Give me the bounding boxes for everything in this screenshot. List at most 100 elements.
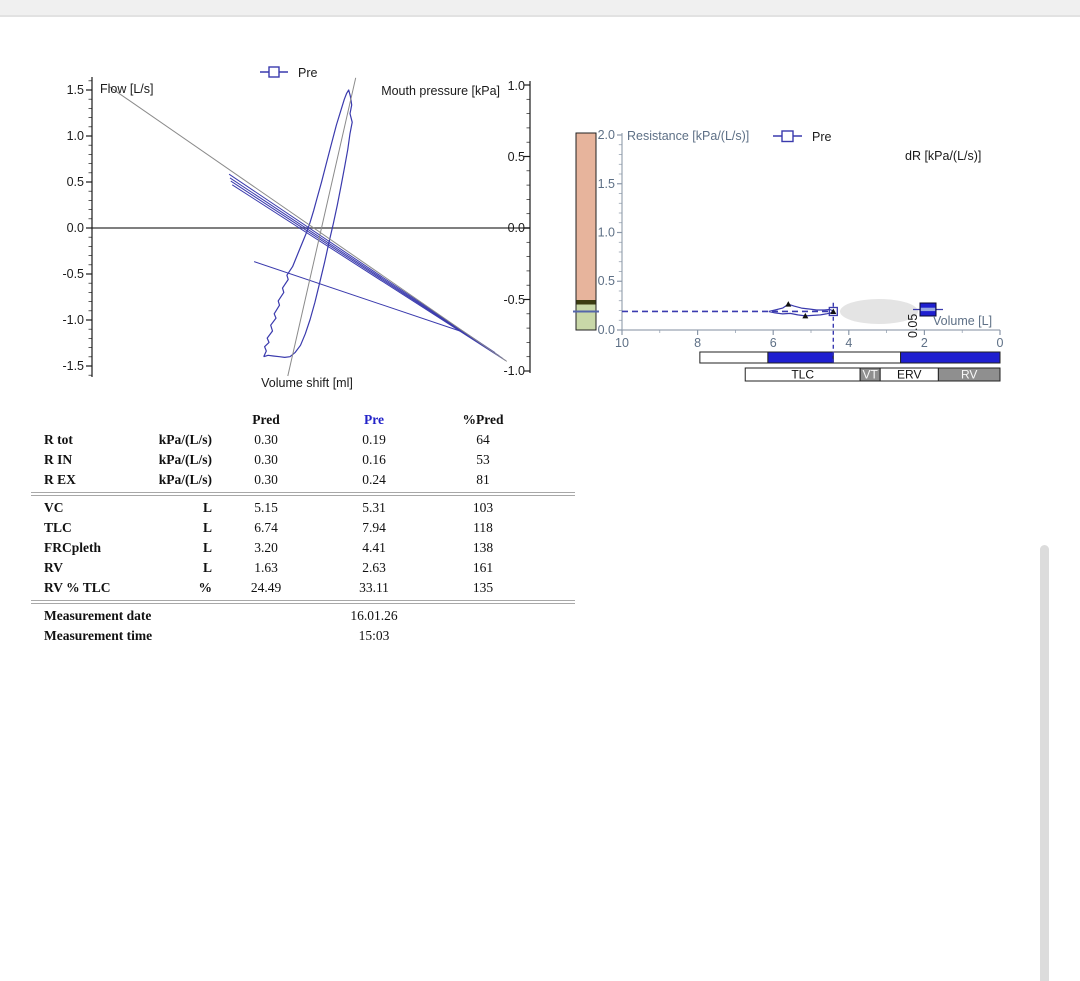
mouth-pressure-axis-title: Mouth pressure [kPa] xyxy=(381,84,500,98)
param-unit: kPa/(L/s) xyxy=(158,472,212,487)
value-pre: 0.16 xyxy=(362,452,386,467)
vertical-scrollbar-thumb[interactable] xyxy=(1040,545,1049,981)
table-section-separator xyxy=(31,600,575,604)
volume-axis-title: Volume [L] xyxy=(933,314,992,328)
predicted-volume-bar: TLC VT ERV RV xyxy=(744,367,1001,382)
y-axis-tick: 0.0 xyxy=(598,323,615,337)
chart1-series xyxy=(109,77,508,377)
header-pred: Pred xyxy=(252,412,280,427)
value-pre: 2.63 xyxy=(362,560,386,575)
table-row-tlc: TLC L 6.74 7.94 118 xyxy=(31,518,575,538)
value-pct: 103 xyxy=(472,500,494,515)
left-axis-tick: 0.5 xyxy=(67,175,84,189)
table-row-r-in: R IN kPa/(L/s) 0.30 0.16 53 xyxy=(31,450,575,470)
left-axis-tick: -1.0 xyxy=(62,313,84,327)
left-axis-tick: -1.5 xyxy=(62,359,84,373)
param-label: FRCpleth xyxy=(44,540,101,555)
param-unit: % xyxy=(198,580,213,595)
right-axis-tick: 1.0 xyxy=(508,79,525,93)
value-pred: 1.63 xyxy=(254,560,278,575)
value-pct: 161 xyxy=(472,560,494,575)
meta-value: 15:03 xyxy=(358,628,390,643)
value-pre: 5.31 xyxy=(362,500,386,515)
right-axis-tick: 0.5 xyxy=(508,150,525,164)
value-pre: 4.41 xyxy=(362,540,386,555)
dr-value-label: 0.05 xyxy=(906,314,920,338)
table-row-measurement-time: Measurement time 15:03 xyxy=(31,626,575,646)
param-label: R IN xyxy=(44,452,73,467)
y-axis-tick: 0.5 xyxy=(598,274,615,288)
range-bar-border xyxy=(575,132,597,331)
meta-label: Measurement date xyxy=(44,608,152,623)
param-label: R EX xyxy=(44,472,76,487)
right-axis-tick: -1.0 xyxy=(503,364,525,378)
param-unit: L xyxy=(202,560,212,575)
meta-label: Measurement time xyxy=(44,628,153,643)
y-axis-tick: 2.0 xyxy=(598,128,615,142)
y-axis-tick: 1.5 xyxy=(598,177,615,191)
value-pre: 7.94 xyxy=(362,520,386,535)
value-pred: 6.74 xyxy=(254,520,278,535)
param-label: RV xyxy=(44,560,64,575)
param-unit: L xyxy=(202,520,212,535)
results-table: Pred Pre %Pred R tot kPa/(L/s) 0.30 0.19… xyxy=(31,410,575,646)
table-row-vc: VC L 5.15 5.31 103 xyxy=(31,498,575,518)
measured-volume-bar xyxy=(699,351,1001,364)
value-pred: 24.49 xyxy=(250,580,282,595)
range-above-threshold xyxy=(576,133,596,300)
header-pct-pred: %Pred xyxy=(462,412,504,427)
flow-axis-title: Flow [L/s] xyxy=(100,82,154,96)
chart2-legend: Pre xyxy=(773,130,832,144)
table-row-r-tot: R tot kPa/(L/s) 0.30 0.19 64 xyxy=(31,430,575,450)
meta-value: 16.01.26 xyxy=(350,608,398,623)
table-row-r-ex: R EX kPa/(L/s) 0.30 0.24 81 xyxy=(31,470,575,490)
value-pct: 138 xyxy=(472,540,494,555)
x-axis-tick: 4 xyxy=(845,336,852,350)
param-label: RV % TLC xyxy=(44,580,111,595)
table-row-rv: RV L 1.63 2.63 161 xyxy=(31,558,575,578)
param-unit: kPa/(L/s) xyxy=(158,452,212,467)
value-pred: 0.30 xyxy=(254,452,278,467)
target-zone-ellipse xyxy=(840,299,918,324)
value-pre: 0.24 xyxy=(362,472,386,487)
value-pre: 0.19 xyxy=(362,432,386,447)
param-label: TLC xyxy=(44,520,72,535)
header-pre: Pre xyxy=(364,412,384,427)
volume-bar-label-ERV: ERV xyxy=(897,368,921,382)
param-label: R tot xyxy=(44,432,73,447)
value-pct: 64 xyxy=(476,432,490,447)
resistance-volume-chart: TLC VT ERV RV 0.0 0.5 1.0 1.5 2.0 10 8 6 4 … xyxy=(573,128,1004,382)
left-axis-tick: -0.5 xyxy=(62,267,84,281)
volume-bar-label-VT: VT xyxy=(862,368,878,382)
chart2-series xyxy=(622,301,838,363)
value-pct: 118 xyxy=(473,520,493,535)
legend-label: Pre xyxy=(298,66,318,80)
table-section-separator xyxy=(31,492,575,496)
param-label: VC xyxy=(44,500,64,515)
y-axis-tick: 1.0 xyxy=(598,226,615,240)
legend-label: Pre xyxy=(812,130,832,144)
volume-shift-axis-title: Volume shift [ml] xyxy=(261,376,353,390)
range-below-threshold xyxy=(576,304,596,330)
value-pct: 53 xyxy=(476,452,490,467)
flow-volume-shift-chart: 1.5 1.0 0.5 0.0 -0.5 -1.0 -1.5 1.0 0.5 0… xyxy=(62,66,531,390)
x-axis-tick: 8 xyxy=(694,336,701,350)
legend-marker-square xyxy=(268,66,280,78)
table-row-measurement-date: Measurement date 16.01.26 xyxy=(31,606,575,626)
x-axis-tick: 2 xyxy=(921,336,928,350)
value-pre: 33.11 xyxy=(359,580,389,595)
legend-marker-square xyxy=(781,130,794,143)
resistance-normal-range-bar xyxy=(573,132,599,331)
resistance-axis-title: Resistance [kPa/(L/s)] xyxy=(627,129,749,143)
value-pred: 3.20 xyxy=(254,540,278,555)
table-header-row: Pred Pre %Pred xyxy=(31,410,575,430)
value-pred: 5.15 xyxy=(254,500,278,515)
range-separator xyxy=(576,300,596,305)
value-pct: 135 xyxy=(472,580,494,595)
left-axis-tick: 1.5 xyxy=(67,83,84,97)
volume-bar-label-RV: RV xyxy=(961,368,977,382)
chart1-legend: Pre xyxy=(260,66,318,80)
x-axis-tick: 6 xyxy=(770,336,777,350)
left-axis-tick: 0.0 xyxy=(67,221,84,235)
